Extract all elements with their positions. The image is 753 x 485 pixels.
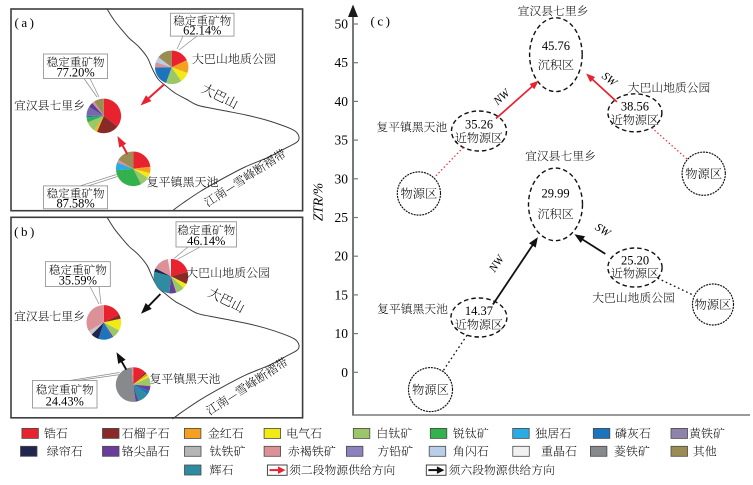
- svg-text:35.26: 35.26: [465, 118, 493, 132]
- svg-text:10: 10: [335, 326, 349, 341]
- svg-text:77.20%: 77.20%: [56, 66, 94, 80]
- svg-text:45.76: 45.76: [542, 39, 570, 53]
- svg-text:30: 30: [335, 171, 349, 186]
- svg-text:40: 40: [335, 94, 349, 109]
- svg-text:29.99: 29.99: [541, 186, 569, 200]
- svg-text:35.59%: 35.59%: [59, 274, 97, 288]
- svg-text:45: 45: [335, 55, 349, 70]
- svg-text:ZTR/%: ZTR/%: [311, 183, 326, 221]
- svg-text:38.56: 38.56: [621, 100, 649, 114]
- svg-text:35: 35: [335, 133, 349, 148]
- svg-text:(b): (b): [14, 224, 37, 239]
- svg-text:14.37: 14.37: [465, 304, 493, 318]
- svg-text:24.43%: 24.43%: [46, 394, 84, 408]
- svg-text:20: 20: [335, 249, 349, 264]
- svg-text:(a): (a): [15, 15, 37, 30]
- svg-text:15: 15: [335, 287, 349, 302]
- svg-text:(c): (c): [371, 14, 393, 29]
- svg-text:0: 0: [341, 365, 348, 380]
- svg-text:46.14%: 46.14%: [187, 234, 225, 248]
- svg-text:25.20: 25.20: [621, 254, 649, 268]
- svg-text:50: 50: [335, 17, 349, 32]
- svg-text:25: 25: [335, 210, 349, 225]
- svg-text:87.58%: 87.58%: [56, 196, 94, 210]
- svg-text:62.14%: 62.14%: [183, 24, 221, 38]
